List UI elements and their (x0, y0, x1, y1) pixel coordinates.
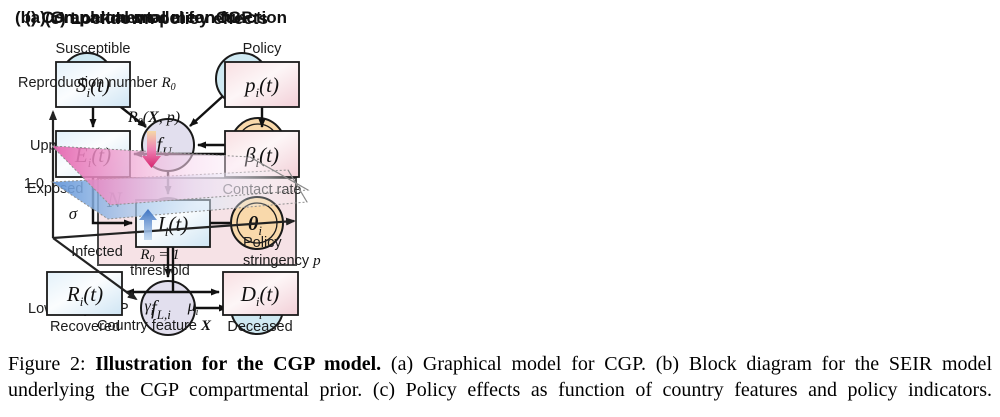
policy-axis-label-line1: Policy (243, 235, 282, 251)
tick-1-0: 1.0 (24, 176, 44, 192)
box-p-label: pi(t) (243, 73, 279, 100)
panel-c-title: (c) Lockdown policy effects (45, 9, 268, 28)
mu-label: μi (187, 298, 199, 318)
node-fl-label: fL,i (151, 297, 171, 322)
box-deceased (222, 271, 299, 316)
recovered-label: Recovered (50, 319, 120, 335)
axis-country-feature (52, 237, 138, 301)
deceased-label: Deceased (227, 319, 292, 335)
policy-effect-down-arrow (142, 131, 161, 168)
surface-blue-right-edge (287, 169, 308, 203)
caption-line-1: Figure 2: Illustration for the CGP model… (8, 351, 992, 377)
panel-a-title: (a) Graphical model for CGP (25, 8, 253, 27)
policy-axis-label-line2: stringency p (243, 253, 321, 269)
box-s-label: Si(t) (76, 73, 110, 100)
box-r-label: Ri(t) (66, 282, 103, 309)
arrow-pi-to-fu (189, 95, 224, 127)
figure-caption: Figure 2: Illustration for the CGP model… (8, 351, 992, 403)
caption-bold-title: Illustration for the CGP model. (95, 353, 382, 375)
r0-xp-label: R0(X, p) (127, 109, 180, 128)
box-d-label: Di(t) (240, 282, 280, 309)
gamma-label: γi (144, 298, 153, 318)
surface-pink-right-edge (249, 156, 309, 191)
policy-label: Policy (243, 41, 282, 57)
threshold-up-arrow (139, 209, 157, 240)
node-fl (140, 280, 196, 336)
caption-figure-number: Figure 2: (8, 353, 96, 375)
r0-equals-1-label: R0 = 1 (139, 247, 179, 265)
box-policy (224, 61, 300, 108)
caption-line2-text: underlying the CGP compartmental prior. … (8, 379, 992, 401)
susceptible-label: Susceptible (56, 41, 131, 57)
threshold-label: threshold (130, 263, 190, 279)
country-feature-axis-label: Country feature X (97, 318, 212, 334)
node-fu-label: fU (157, 134, 174, 159)
axis-policy-stringency (52, 217, 296, 240)
reproduction-number-label: Reproduction number R0 (18, 75, 176, 93)
sigma-label: σ (69, 204, 78, 223)
panel-b-title: (b) Compartmental mean function (15, 8, 287, 27)
caption-line1-text: (a) Graphical model for CGP. (b) Block d… (381, 353, 992, 375)
panel-c-policy-effects: (c) Lockdown policy effects Reproduction… (18, 9, 321, 334)
caption-line-2: underlying the CGP compartmental prior. … (8, 377, 992, 403)
infected-label: Infected (71, 244, 123, 260)
box-susceptible (55, 61, 131, 108)
